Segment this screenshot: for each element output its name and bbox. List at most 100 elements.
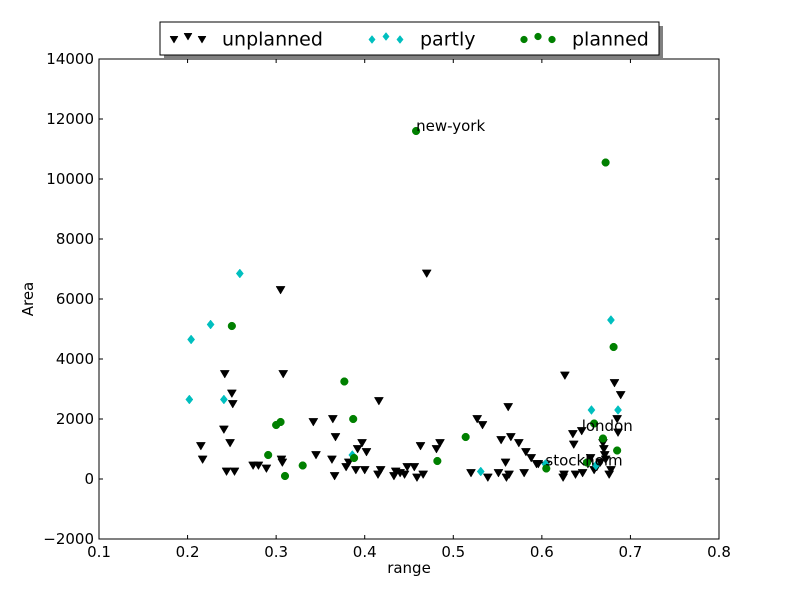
legend-entry-unplanned: unplanned bbox=[169, 29, 323, 51]
partly-point bbox=[187, 334, 196, 345]
unplanned-point bbox=[327, 455, 337, 465]
planned-point bbox=[349, 414, 358, 424]
y-tick-label: 8000 bbox=[56, 230, 94, 248]
legend-label: partly bbox=[420, 29, 476, 51]
unplanned-point bbox=[477, 421, 488, 430]
planned-point bbox=[433, 456, 442, 466]
y-tick-label: 2000 bbox=[56, 410, 94, 428]
legend-marker bbox=[534, 32, 542, 41]
unplanned-point bbox=[221, 467, 232, 477]
unplanned-point bbox=[505, 433, 516, 442]
unplanned-point bbox=[275, 286, 286, 295]
annotation-london: london bbox=[582, 417, 633, 435]
unplanned-point bbox=[415, 442, 426, 451]
legend-marker bbox=[197, 36, 207, 44]
unplanned-point bbox=[520, 448, 531, 457]
unplanned-point bbox=[600, 455, 611, 465]
unplanned-point bbox=[350, 466, 361, 475]
unplanned-point bbox=[577, 469, 588, 478]
partly-point bbox=[614, 405, 622, 415]
unplanned-point bbox=[311, 451, 321, 460]
unplanned-point bbox=[615, 391, 626, 400]
y-tick-label: 0 bbox=[84, 470, 94, 488]
unplanned-point bbox=[308, 418, 319, 427]
unplanned-point bbox=[261, 464, 272, 474]
unplanned-point bbox=[598, 445, 609, 454]
unplanned-point bbox=[357, 439, 367, 448]
unplanned-point bbox=[519, 469, 530, 478]
unplanned-point bbox=[227, 400, 238, 409]
unplanned-point bbox=[421, 269, 432, 279]
y-axis-label: Area bbox=[19, 282, 37, 317]
unplanned-point bbox=[218, 425, 229, 435]
planned-point bbox=[227, 321, 236, 331]
unplanned-point bbox=[402, 463, 413, 472]
unplanned-point bbox=[612, 415, 623, 424]
unplanned-point bbox=[373, 397, 384, 406]
partly-point bbox=[219, 394, 228, 405]
planned-point bbox=[280, 471, 290, 481]
y-tick-label: 6000 bbox=[56, 290, 94, 308]
unplanned-point bbox=[197, 455, 208, 465]
y-tick-label: 12000 bbox=[46, 110, 94, 128]
unplanned-point bbox=[585, 454, 596, 463]
unplanned-point bbox=[526, 454, 537, 463]
planned-point bbox=[276, 417, 285, 427]
unplanned-point bbox=[533, 460, 544, 469]
series-planned bbox=[227, 126, 622, 481]
unplanned-point bbox=[229, 467, 240, 477]
unplanned-point bbox=[500, 458, 511, 468]
legend-box bbox=[159, 21, 660, 56]
point-annotations: new-york london stockholm bbox=[416, 117, 633, 470]
x-tick-label: 0.5 bbox=[441, 543, 465, 561]
data-points bbox=[185, 126, 626, 483]
unplanned-point bbox=[359, 466, 370, 475]
unplanned-point bbox=[225, 439, 236, 448]
unplanned-point bbox=[343, 458, 354, 468]
planned-point bbox=[590, 419, 599, 428]
unplanned-point bbox=[352, 445, 363, 454]
planned-point bbox=[582, 458, 592, 467]
planned-point bbox=[542, 464, 551, 473]
planned-point bbox=[613, 446, 622, 455]
unplanned-point bbox=[361, 448, 372, 457]
unplanned-point bbox=[466, 469, 476, 478]
unplanned-point bbox=[513, 439, 524, 448]
x-axis-label: range bbox=[387, 559, 431, 577]
unplanned-point bbox=[570, 470, 581, 480]
y-tick-label: −2000 bbox=[43, 530, 94, 548]
unplanned-point bbox=[278, 370, 289, 379]
legend-marker bbox=[548, 35, 556, 44]
legend-marker bbox=[368, 35, 376, 44]
unplanned-point bbox=[226, 389, 237, 399]
unplanned-point bbox=[195, 442, 206, 451]
unplanned-point bbox=[431, 445, 442, 454]
legend-label: unplanned bbox=[222, 29, 323, 51]
planned-point bbox=[609, 342, 618, 352]
annotation-stockholm: stockholm bbox=[545, 452, 622, 470]
unplanned-point bbox=[412, 473, 422, 483]
planned-point bbox=[298, 461, 307, 470]
partly-point bbox=[206, 319, 215, 330]
unplanned-point bbox=[613, 428, 623, 438]
x-tick-label: 0.1 bbox=[87, 543, 111, 561]
planned-point bbox=[461, 432, 470, 442]
partly-point bbox=[587, 405, 596, 415]
planned-point bbox=[598, 434, 608, 443]
unplanned-point bbox=[277, 458, 288, 468]
partly-point bbox=[591, 460, 600, 471]
partly-point bbox=[607, 315, 615, 325]
series-partly bbox=[185, 268, 622, 477]
x-tick-label: 0.4 bbox=[353, 543, 377, 561]
x-tick-label: 0.3 bbox=[264, 543, 288, 561]
y-tick-label: 14000 bbox=[46, 50, 94, 68]
unplanned-point bbox=[409, 463, 420, 472]
planned-point bbox=[350, 453, 359, 463]
y-tick-label: 4000 bbox=[56, 350, 94, 368]
legend-marker bbox=[183, 33, 193, 41]
x-tick-label: 0.2 bbox=[176, 543, 200, 561]
unplanned-point bbox=[435, 439, 445, 448]
unplanned-point bbox=[576, 427, 587, 436]
x-tick-label: 0.6 bbox=[530, 543, 554, 561]
